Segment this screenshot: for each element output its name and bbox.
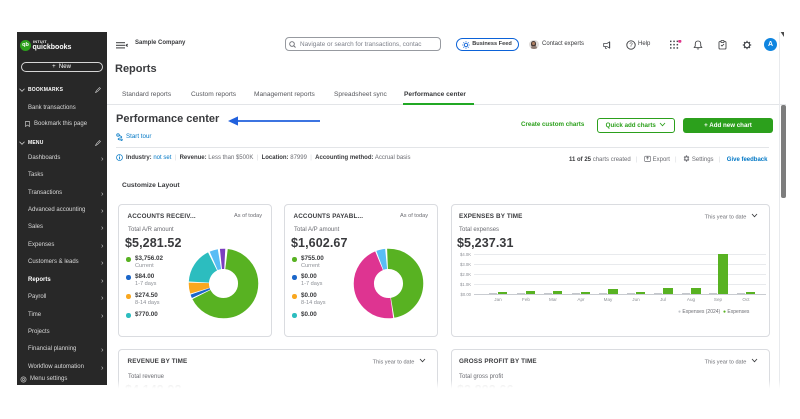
svg-text:?: ? (629, 43, 633, 49)
